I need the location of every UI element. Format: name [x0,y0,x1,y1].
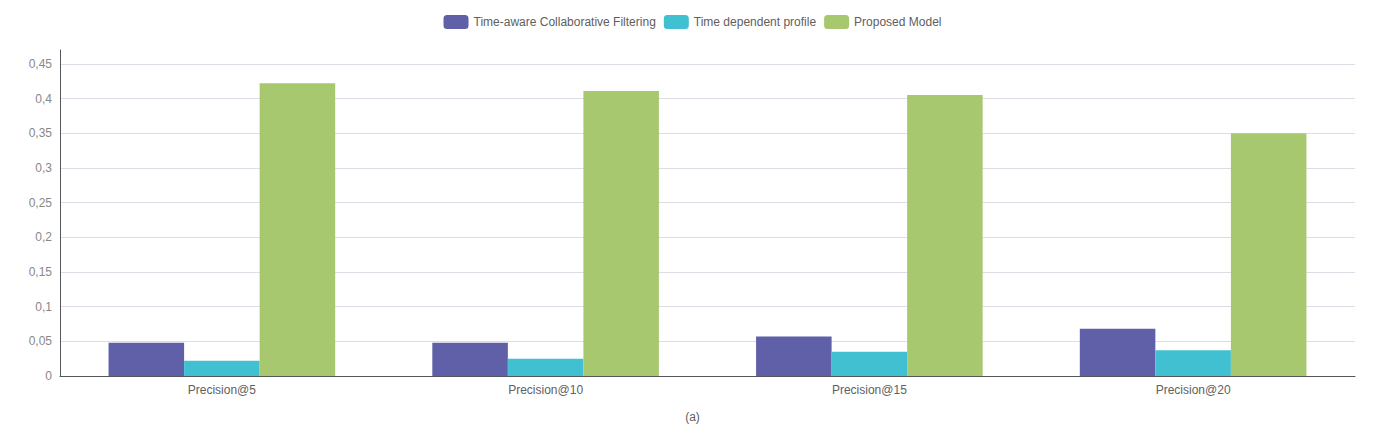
svg-text:0,35: 0,35 [29,126,53,140]
svg-text:Time-aware Collaborative Filte: Time-aware Collaborative Filtering [474,15,656,29]
svg-text:0,15: 0,15 [29,265,53,279]
svg-text:0,45: 0,45 [29,57,53,71]
svg-text:0,4: 0,4 [35,92,52,106]
svg-text:Precision@20: Precision@20 [1156,383,1231,397]
svg-text:Precision@15: Precision@15 [832,383,907,397]
svg-text:(a): (a) [685,410,700,424]
svg-text:0,25: 0,25 [29,196,53,210]
svg-text:0,2: 0,2 [35,230,52,244]
svg-text:0,3: 0,3 [35,161,52,175]
svg-text:0: 0 [45,369,52,383]
svg-text:Precision@5: Precision@5 [188,383,257,397]
svg-text:Time dependent profile: Time dependent profile [694,15,817,29]
svg-text:0,1: 0,1 [35,300,52,314]
svg-text:Proposed Model: Proposed Model [854,15,941,29]
svg-text:Precision@10: Precision@10 [508,383,583,397]
svg-text:0,05: 0,05 [29,334,53,348]
